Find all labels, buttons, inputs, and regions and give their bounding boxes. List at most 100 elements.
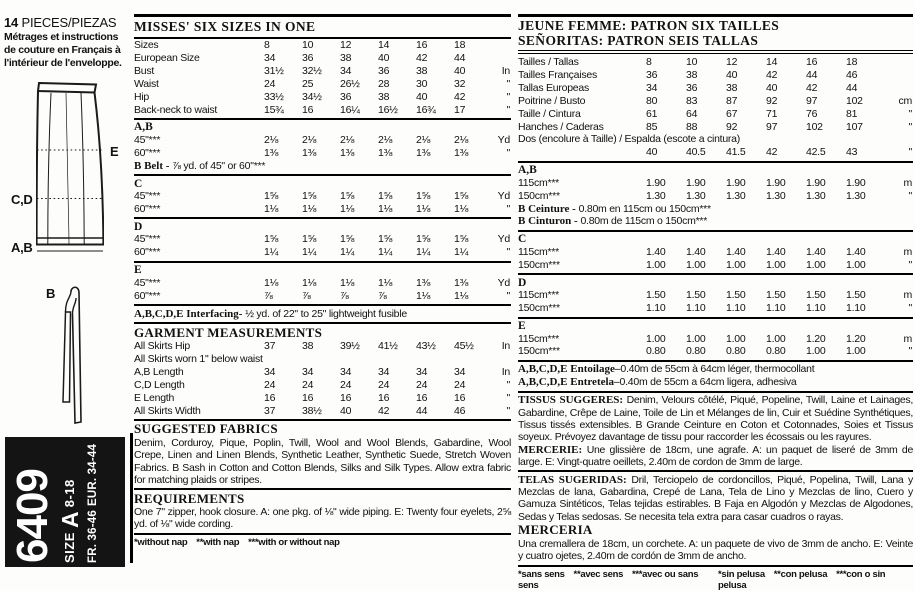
size-range: 8-18 xyxy=(62,479,77,511)
pieces-label: PIECES/PIEZAS xyxy=(18,15,116,30)
spanish-footnotes: *sin pelusa **con pelusa ***con o sin pe… xyxy=(718,569,913,591)
row-value: 1.50 xyxy=(766,289,806,302)
row-unit: " xyxy=(492,147,511,160)
row-value: 38 xyxy=(378,91,416,104)
row-value: 42 xyxy=(378,405,416,418)
row-value: 24 xyxy=(264,78,302,91)
foreign-section-rule xyxy=(518,230,913,232)
english-section-rule xyxy=(134,304,511,306)
size-word: SIZE xyxy=(62,528,77,563)
bold-prefix: MERCERIE: xyxy=(518,444,587,456)
row-value: 1.10 xyxy=(766,302,806,315)
row-value: 33½ xyxy=(264,91,302,104)
row-value: 1.30 xyxy=(686,190,726,203)
english-note-row: A,B,C,D,E Interfacing- ½ yd. of 22" to 2… xyxy=(134,308,511,321)
row-value: 12 xyxy=(726,56,766,69)
row-label: 150cm*** xyxy=(518,345,646,358)
row-value: 10 xyxy=(686,56,726,69)
row-value: 102 xyxy=(846,95,886,108)
row-value: 61 xyxy=(646,108,686,121)
row-value: 1⅝ xyxy=(454,233,492,246)
row-value: 36 xyxy=(686,82,726,95)
row-unit xyxy=(886,69,913,82)
foreign-fullwidth-row: Dos (encolure à Taille) / Espalda (escot… xyxy=(518,133,913,146)
row-unit: cm xyxy=(886,95,913,108)
row-value: 16 xyxy=(454,392,492,405)
row-label: 45"*** xyxy=(134,134,264,147)
row-value: 0.80 xyxy=(686,345,726,358)
foreign-runin-paragraph: TISSUS SUGGERES: Denim, Velours côtélé, … xyxy=(518,394,913,444)
row-unit: " xyxy=(886,259,913,272)
row-value: 1.40 xyxy=(646,246,686,259)
eur-size-range: EUR. 34-44 xyxy=(86,444,100,506)
english-view-section-label: A,B xyxy=(134,121,511,134)
row-value: 38 xyxy=(416,65,454,78)
row-value: 37 xyxy=(264,340,302,353)
row-value: 44 xyxy=(806,69,846,82)
row-value: 24 xyxy=(416,379,454,392)
bold-prefix: B Ceinture - xyxy=(518,203,579,215)
foreign-section-rule xyxy=(518,360,913,362)
fr-size-range: FR. 36-46 xyxy=(86,510,100,563)
row-value: 1⅝ xyxy=(378,233,416,246)
foreign-view-section-label: C xyxy=(518,233,913,246)
row-value: 1⅛ xyxy=(454,290,492,303)
row-value: 1⅝ xyxy=(264,190,302,203)
row-value: 32½ xyxy=(302,65,340,78)
row-value: 1⅝ xyxy=(378,190,416,203)
row-value: 34 xyxy=(264,366,302,379)
bold-prefix: B Belt - xyxy=(134,160,172,172)
row-value: 1⅛ xyxy=(340,277,378,290)
row-value: 2⅛ xyxy=(264,134,302,147)
row-value: 42 xyxy=(766,69,806,82)
pattern-number-size-box: 6409 SIZE A 8-18 FR. 36-46 EUR. 34-44 xyxy=(5,437,125,567)
row-value: 1.40 xyxy=(686,246,726,259)
pieces-count-line: 14 PIECES/PIEZAS xyxy=(4,15,116,30)
row-value: 1.00 xyxy=(766,259,806,272)
row-value: 42 xyxy=(454,91,492,104)
row-value: 1.40 xyxy=(806,246,846,259)
row-unit: m xyxy=(886,289,913,302)
row-unit: In xyxy=(492,65,511,78)
french-instructions-note: Métrages et instructions de couture en F… xyxy=(4,31,128,70)
row-label: All Skirts Width xyxy=(134,405,264,418)
row-label: 60"*** xyxy=(134,147,264,160)
row-value: 16 xyxy=(806,56,846,69)
english-section-heading: GARMENT MEASUREMENTS xyxy=(134,326,511,341)
row-value: 1¼ xyxy=(378,246,416,259)
foreign-runin-paragraph: MERCERIE: Une glissière de 18cm, une agr… xyxy=(518,444,913,469)
row-value: 102 xyxy=(806,121,846,134)
row-value: 0.80 xyxy=(646,345,686,358)
row-value: 64 xyxy=(686,108,726,121)
english-footnotes: *without nap **with nap ***with or witho… xyxy=(134,533,511,549)
row-unit: Yd xyxy=(492,277,511,290)
sash-line-drawing xyxy=(55,284,83,426)
row-value: 40 xyxy=(378,52,416,65)
row-value: 16¼ xyxy=(340,104,378,117)
row-value: 46 xyxy=(846,69,886,82)
foreign-section-rule xyxy=(518,317,913,319)
row-unit: Yd xyxy=(492,190,511,203)
row-value: 1.00 xyxy=(726,259,766,272)
row-value: 1⅛ xyxy=(416,290,454,303)
row-label: 150cm*** xyxy=(518,302,646,315)
row-value: 16 xyxy=(302,392,340,405)
english-section-rule xyxy=(134,217,511,219)
row-value: 34 xyxy=(454,366,492,379)
row-value: 32 xyxy=(454,78,492,91)
row-value: 1.00 xyxy=(806,345,846,358)
bold-prefix: A,B,C,D,E Interfacing- xyxy=(134,308,245,320)
row-unit: m xyxy=(886,177,913,190)
row-value: 43 xyxy=(846,146,886,159)
english-view-section-label: C xyxy=(134,178,511,191)
